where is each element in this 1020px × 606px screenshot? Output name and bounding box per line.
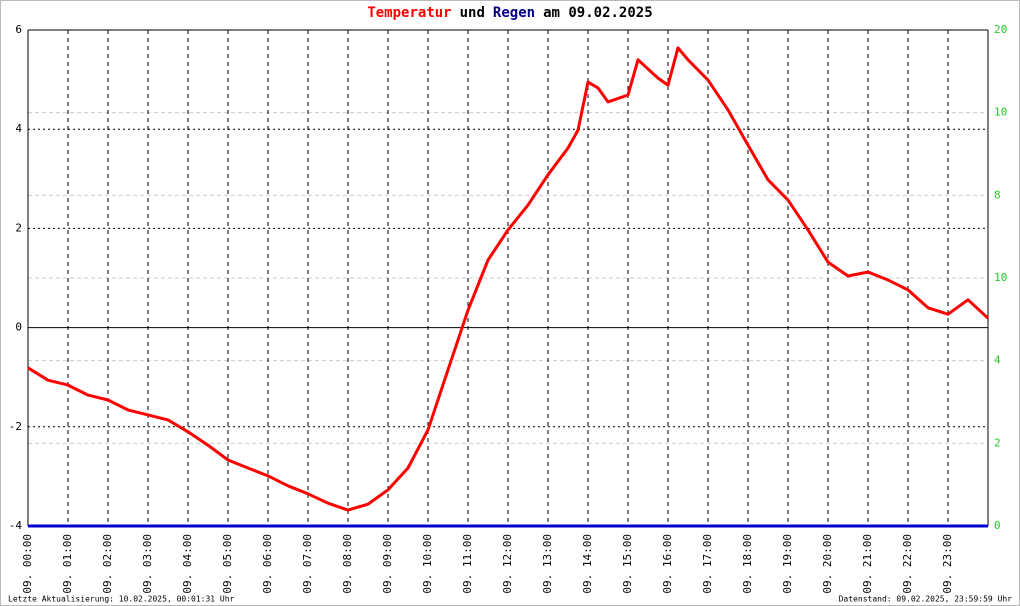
- footer-left: Letzte Aktualisierung: 10.02.2025, 00:01…: [8, 595, 235, 604]
- y2-tick-label: 8: [994, 188, 1001, 201]
- x-tick-label: 09. 14:00: [581, 534, 594, 594]
- chart-title: Temperatur und Regen am 09.02.2025: [367, 5, 652, 21]
- footer-right: Datenstand: 09.02.2025, 23:59:59 Uhr: [839, 595, 1013, 604]
- title-part: Regen: [493, 5, 535, 21]
- x-tick-label: 09. 11:00: [461, 534, 474, 594]
- title-part: und: [460, 5, 485, 21]
- x-tick-label: 09. 06:00: [261, 534, 274, 594]
- title-part: Temperatur: [367, 5, 451, 21]
- y2-tick-label: 2: [994, 436, 1001, 449]
- x-tick-label: 09. 02:00: [101, 534, 114, 594]
- x-tick-label: 09. 12:00: [501, 534, 514, 594]
- x-tick-label: 09. 04:00: [181, 534, 194, 594]
- x-tick-label: 09. 01:00: [61, 534, 74, 594]
- y-tick-label: -4: [9, 519, 23, 532]
- y-tick-label: 6: [15, 23, 22, 36]
- x-tick-label: 09. 03:00: [141, 534, 154, 594]
- x-tick-label: 09. 23:00: [941, 534, 954, 594]
- y-tick-label: 0: [15, 321, 22, 334]
- x-tick-label: 09. 09:00: [381, 534, 394, 594]
- x-tick-label: 09. 22:00: [901, 534, 914, 594]
- x-tick-label: 09. 20:00: [821, 534, 834, 594]
- y-tick-label: 2: [15, 221, 22, 234]
- x-tick-label: 09. 19:00: [781, 534, 794, 594]
- x-tick-label: 09. 10:00: [421, 534, 434, 594]
- x-tick-label: 09. 08:00: [341, 534, 354, 594]
- x-tick-label: 09. 16:00: [661, 534, 674, 594]
- x-tick-label: 09. 05:00: [221, 534, 234, 594]
- y-tick-label: 4: [15, 122, 22, 135]
- y2-tick-label: 0: [994, 519, 1001, 532]
- x-tick-label: 09. 18:00: [741, 534, 754, 594]
- title-part: am 09.02.2025: [543, 5, 653, 21]
- y2-tick-label: 4: [994, 354, 1001, 367]
- x-tick-label: 09. 07:00: [301, 534, 314, 594]
- y2-tick-label: 20: [994, 23, 1007, 36]
- series-line: [27, 46, 990, 512]
- y2-tick-label: 10: [994, 271, 1007, 284]
- x-tick-label: 09. 21:00: [861, 534, 874, 594]
- y-tick-label: -2: [9, 420, 22, 433]
- x-tick-label: 09. 00:00: [21, 534, 34, 594]
- x-tick-label: 09. 15:00: [621, 534, 634, 594]
- x-tick-label: 09. 13:00: [541, 534, 554, 594]
- x-tick-label: 09. 17:00: [701, 534, 714, 594]
- y2-tick-label: 10: [994, 106, 1007, 119]
